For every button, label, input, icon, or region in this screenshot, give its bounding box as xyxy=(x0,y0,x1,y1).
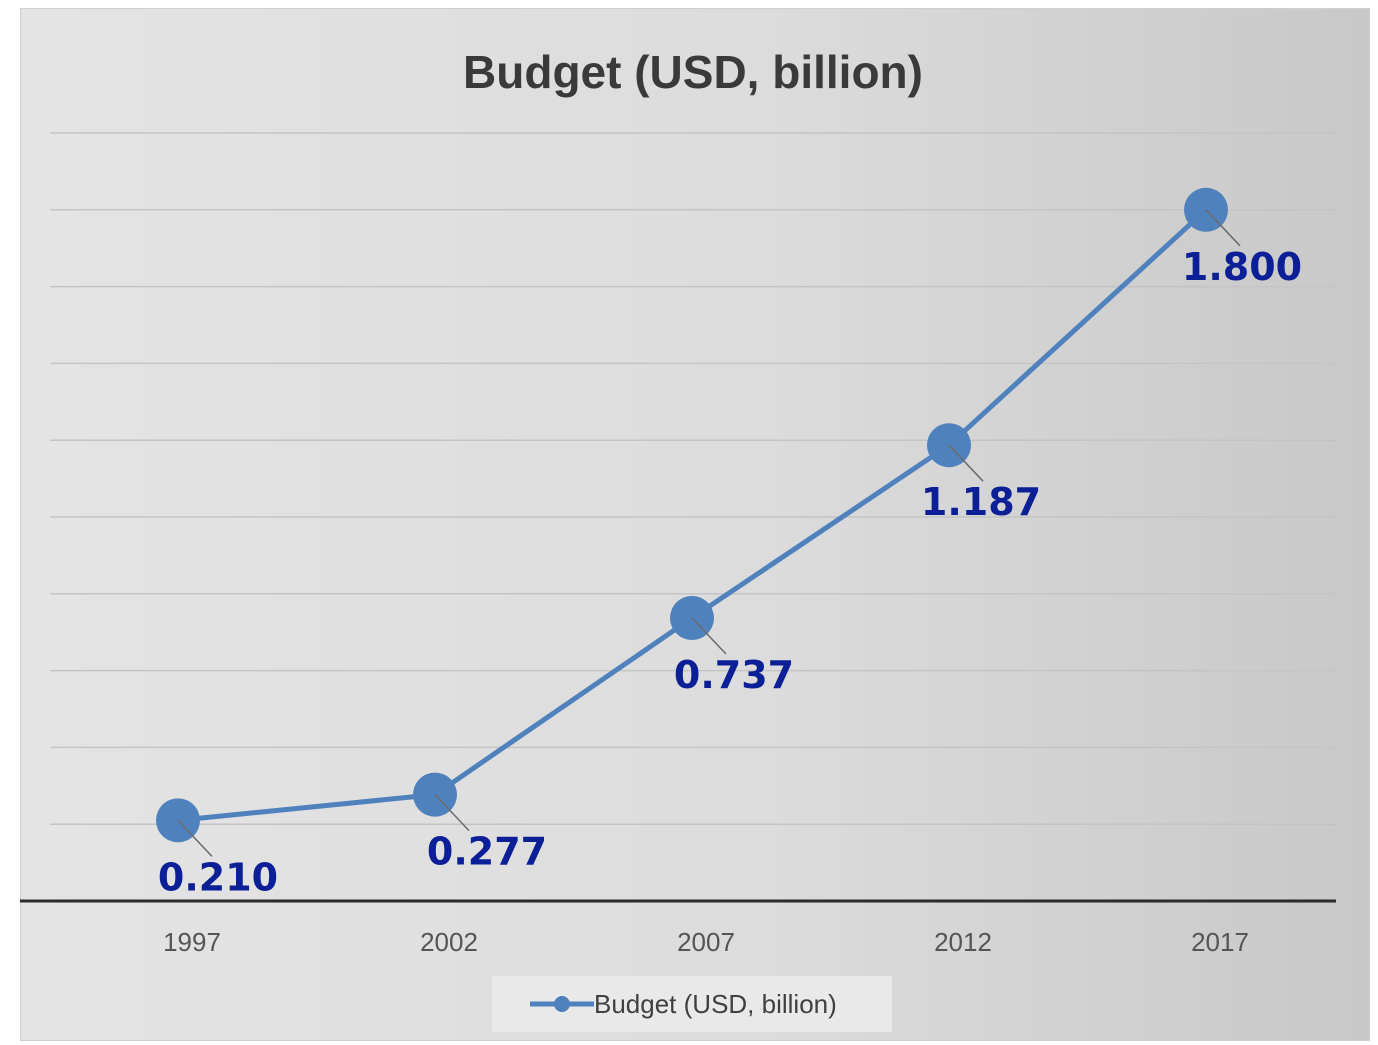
x-tick-label: 2007 xyxy=(677,927,735,957)
leader-line xyxy=(948,444,984,482)
data-label: 1.187 xyxy=(921,480,1041,524)
x-tick-label: 2002 xyxy=(420,927,478,957)
x-tick-label: 2012 xyxy=(934,927,992,957)
x-axis-ticks: 1997 2002 2007 2012 2017 xyxy=(163,927,1249,957)
gridlines xyxy=(50,132,1336,825)
data-label: 1.800 xyxy=(1182,245,1302,289)
legend-marker-icon xyxy=(554,996,570,1012)
x-tick-label: 1997 xyxy=(163,927,221,957)
data-labels: 0.210 0.277 0.737 1.187 1.800 xyxy=(158,209,1302,899)
leader-line xyxy=(1205,209,1241,247)
series-line xyxy=(175,207,1209,823)
chart-title: Budget (USD, billion) xyxy=(463,46,923,98)
data-label: 0.210 xyxy=(158,855,278,899)
x-tick-label: 2017 xyxy=(1191,927,1249,957)
leader-line xyxy=(691,617,727,655)
data-label: 0.277 xyxy=(427,830,547,874)
legend-label: Budget (USD, billion) xyxy=(594,989,837,1019)
legend: Budget (USD, billion) xyxy=(492,976,892,1032)
leader-line xyxy=(434,794,470,832)
data-label: 0.737 xyxy=(674,653,794,697)
leader-line xyxy=(177,819,213,857)
chart-frame xyxy=(20,8,1370,1041)
